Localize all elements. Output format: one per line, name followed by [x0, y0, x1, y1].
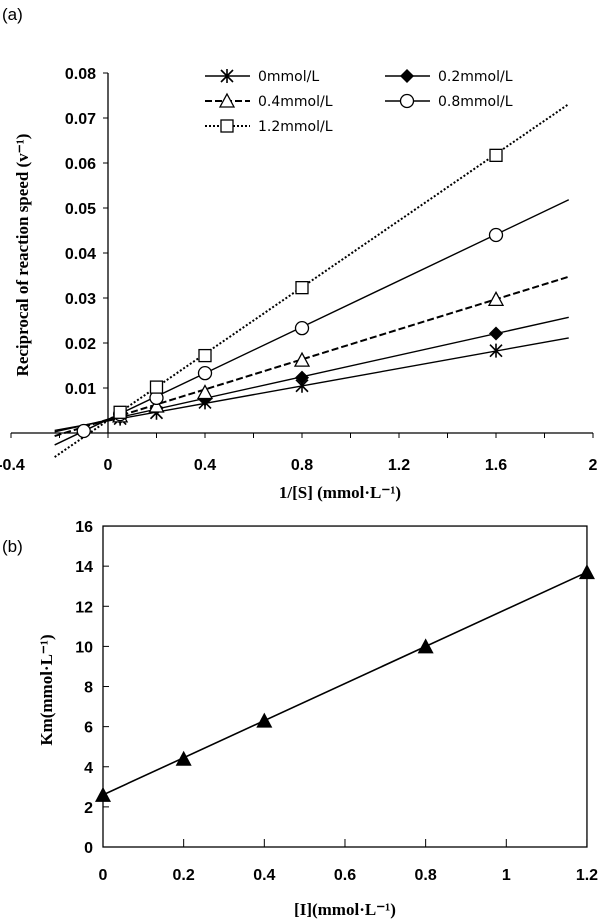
data-point — [76, 423, 91, 439]
x-tick-label: 0.4 — [253, 867, 275, 884]
data-point — [295, 370, 309, 385]
fit-line-3 — [54, 199, 570, 446]
x-tick-label: -0.4 — [0, 457, 25, 474]
legend-label: 0.4mmol/L — [258, 94, 333, 110]
data-point — [488, 227, 504, 243]
legend-marker — [220, 119, 234, 133]
legend-label: 1.2mmol/L — [258, 119, 333, 135]
y-tick-label: 12 — [75, 599, 93, 616]
legend-marker — [220, 69, 234, 83]
data-point — [487, 290, 505, 306]
panel-label-a: (a) — [2, 5, 23, 24]
x-tick-label: 0.8 — [415, 867, 437, 884]
y-tick-label: 0.07 — [65, 111, 96, 128]
data-point — [256, 712, 273, 728]
data-point — [149, 380, 164, 394]
data-point — [293, 351, 311, 367]
data-point — [198, 348, 212, 363]
x-tick-label: 0 — [104, 457, 113, 474]
data-point — [489, 343, 503, 358]
y-tick-label: 6 — [84, 720, 93, 737]
x-tick-label: 0.8 — [291, 457, 313, 474]
y-tick-label: 0.03 — [65, 291, 96, 308]
x-tick-label: 0.4 — [194, 457, 216, 474]
legend-label: 0.2mmol/L — [438, 69, 513, 85]
data-point — [578, 564, 595, 580]
x-tick-label: 2 — [589, 457, 598, 474]
chart-b-xlabel: [I](mmol·L⁻¹) — [294, 900, 396, 919]
panel-label-b: (b) — [2, 537, 23, 556]
y-tick-label: 16 — [75, 519, 93, 536]
data-point — [196, 384, 214, 400]
data-point — [417, 638, 434, 654]
y-tick-label: 0.08 — [65, 66, 96, 83]
plot-frame — [102, 525, 588, 848]
legend-marker — [399, 93, 415, 109]
chart-b-ylabel: Km(mmol·L⁻¹) — [37, 634, 56, 745]
x-tick-label: 1.6 — [485, 457, 507, 474]
y-tick-label: 8 — [84, 680, 93, 697]
y-tick-label: 14 — [75, 559, 93, 576]
x-tick-label: 0.6 — [334, 867, 356, 884]
y-tick-label: 10 — [75, 639, 93, 656]
y-tick-label: 0.04 — [65, 246, 96, 263]
legend-label: 0.8mmol/L — [438, 94, 513, 110]
x-tick-label: 1.2 — [576, 867, 598, 884]
y-tick-label: 0 — [84, 840, 93, 857]
data-point — [175, 750, 192, 766]
x-tick-label: 1 — [502, 867, 511, 884]
data-point — [197, 365, 213, 381]
data-point — [148, 397, 165, 413]
data-point — [295, 280, 309, 295]
data-point — [294, 320, 310, 336]
y-tick-label: 0.02 — [65, 336, 96, 353]
y-tick-label: 0.06 — [65, 156, 96, 173]
x-tick-label: 0.2 — [173, 867, 195, 884]
fit-line — [102, 571, 588, 796]
fit-line-0 — [54, 337, 569, 432]
legend-marker — [400, 69, 414, 83]
chart-a: -0.4 0 0.4 0.8 1.2 1.6 2 0.01 0.02 0.03 0.04 0.05 0.… — [0, 66, 598, 474]
x-tick-label: 1.2 — [388, 457, 410, 474]
data-point — [113, 405, 127, 419]
data-point — [95, 786, 111, 802]
chart-a-ylabel: Reciprocal of reaction speed (v⁻¹) — [13, 134, 32, 377]
y-tick-label: 0.01 — [65, 381, 96, 398]
chart-b: 0 0.2 0.4 0.6 0.8 1 1.2 0 2 4 6 8 10 12 14 16 — [75, 519, 598, 884]
fit-line-1 — [54, 316, 569, 433]
data-point — [489, 326, 503, 341]
data-point — [489, 148, 503, 163]
x-tick-label: 0 — [99, 867, 108, 884]
legend-marker — [218, 92, 236, 108]
y-tick-label: 2 — [84, 800, 93, 817]
y-tick-label: 0.05 — [65, 201, 96, 218]
chart-a-xlabel: 1/[S] (mmol·L⁻¹) — [279, 483, 401, 502]
y-tick-label: 4 — [84, 760, 93, 777]
legend-label: 0mmol/L — [258, 69, 319, 85]
